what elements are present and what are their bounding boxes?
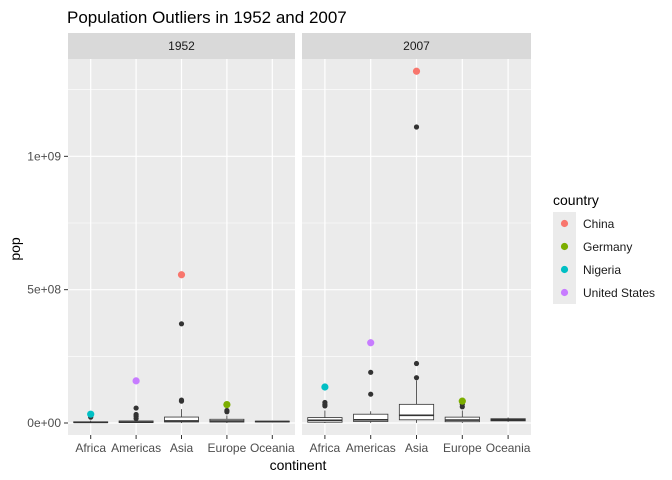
legend: country China Germany Nigeria United States xyxy=(553,192,655,304)
outlier-point xyxy=(224,407,230,414)
point-nigeria xyxy=(321,383,329,391)
facet-strip xyxy=(302,33,531,59)
outlier-point xyxy=(368,391,374,397)
box-oceania xyxy=(254,420,290,423)
box-asia xyxy=(164,409,199,423)
y-tick-label: 0e+00 xyxy=(27,416,61,430)
x-tick-label: Americas xyxy=(111,441,161,455)
point-germany xyxy=(458,397,466,405)
legend-marker xyxy=(560,219,569,228)
box-europe xyxy=(209,415,245,423)
outlier-point xyxy=(413,124,420,130)
legend-marker xyxy=(560,288,569,297)
box-americas xyxy=(353,411,389,423)
box-oceania xyxy=(490,417,526,422)
x-tick-label: Americas xyxy=(346,441,396,455)
outlier-point xyxy=(178,321,185,327)
point-united-states xyxy=(132,377,140,385)
facet-strip xyxy=(68,33,295,59)
legend-label: Germany xyxy=(583,240,632,254)
legend-title: country xyxy=(553,192,599,208)
facet-panel-2007: 2007 xyxy=(302,33,531,435)
legend-item-united-states: United States xyxy=(553,281,655,304)
x-tick-label: Asia xyxy=(405,441,429,455)
outlier-point xyxy=(413,360,420,367)
point-united-states xyxy=(367,339,375,347)
x-tick-label: Europe xyxy=(443,441,482,455)
x-tick-label: Europe xyxy=(208,441,247,455)
box-africa xyxy=(73,420,109,424)
outlier-point xyxy=(322,399,328,406)
legend-label: China xyxy=(583,217,615,231)
facet-strip-label: 1952 xyxy=(168,39,195,53)
chart-title: Population Outliers in 1952 and 2007 xyxy=(67,8,347,27)
y-tick-label: 1e+09 xyxy=(27,149,61,163)
legend-item-nigeria: Nigeria xyxy=(553,258,621,281)
outlier-point xyxy=(133,411,139,418)
point-germany xyxy=(223,401,231,409)
facet-panel-1952: 1952 xyxy=(68,33,295,435)
box-body xyxy=(164,416,199,423)
outlier-point xyxy=(368,369,374,375)
x-tick-label: Oceania xyxy=(250,441,295,455)
facet-strip-label: 2007 xyxy=(403,39,430,53)
legend-marker xyxy=(560,265,569,274)
box-asia xyxy=(398,380,435,423)
x-axis-label: continent xyxy=(270,457,327,473)
point-china xyxy=(412,67,421,75)
legend-item-china: China xyxy=(553,212,615,235)
point-nigeria xyxy=(87,410,95,418)
legend-marker xyxy=(560,242,569,251)
legend-item-germany: Germany xyxy=(553,235,632,258)
x-tick-label: Asia xyxy=(170,441,194,455)
legend-label: United States xyxy=(583,286,655,300)
box-body xyxy=(353,413,389,422)
box-body xyxy=(398,403,435,421)
outlier-point xyxy=(178,397,185,403)
outlier-point xyxy=(133,405,139,411)
box-europe xyxy=(444,410,480,423)
legend-label: Nigeria xyxy=(583,263,621,277)
y-axis-label: pop xyxy=(7,237,23,261)
box-africa xyxy=(307,410,343,423)
y-tick-label: 5e+08 xyxy=(27,283,61,297)
point-china xyxy=(177,271,186,279)
x-tick-label: Africa xyxy=(310,441,341,455)
x-tick-label: Africa xyxy=(75,441,106,455)
x-tick-label: Oceania xyxy=(486,441,531,455)
outlier-point xyxy=(413,375,420,381)
